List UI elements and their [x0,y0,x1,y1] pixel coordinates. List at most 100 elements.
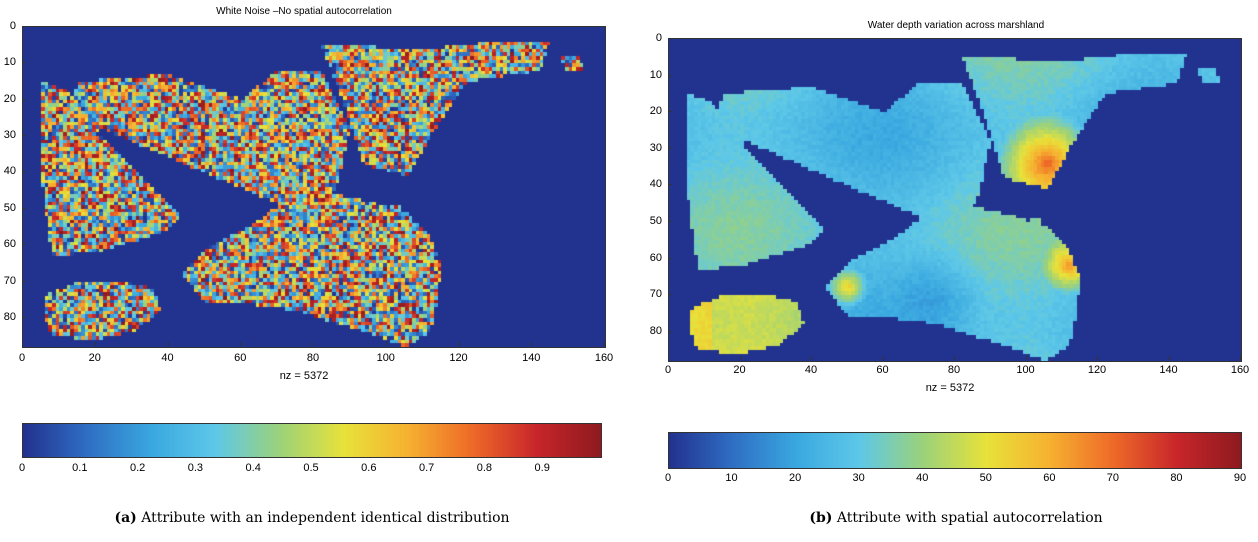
plot-title: White Noise –No spatial autocorrelation [216,6,392,17]
y-tick-mark [22,98,26,100]
caption-tag: (b) [809,510,833,526]
colorbar-tick-label: 0.2 [129,462,146,474]
y-tick-label: 30 [3,129,16,142]
x-axis-label: nz = 5372 [279,370,329,382]
x-tick-label: 60 [876,364,889,376]
x-tick-mark [22,342,23,346]
y-tick-label: 70 [649,288,662,301]
colorbar-tick-label: 0.8 [476,462,493,474]
colorbar-tick-label: 0.4 [245,462,261,474]
colorbar-tick-label: 70 [1106,472,1119,484]
colorbar-tick-label: 10 [725,472,738,484]
y-tick-label: 0 [9,20,16,32]
y-tick-mark [668,294,672,296]
x-tick-label: 60 [234,352,247,364]
x-tick-label: 0 [18,352,26,364]
colorbar-tick-label: 0.7 [418,462,435,474]
x-tick-mark [385,342,387,346]
y-tick-mark [668,184,672,186]
y-tick-label: 10 [3,56,16,69]
caption-text: Attribute with an independent identical … [141,510,510,526]
y-tick-mark [22,280,26,282]
colorbar-tick-label: 0.5 [303,462,319,474]
x-tick-mark [1240,356,1241,360]
heatmap-plot [22,26,606,348]
caption: (b) Attribute with spatial autocorrelati… [809,510,1102,526]
y-tick-mark [668,38,672,39]
y-tick-label: 80 [649,324,662,337]
y-tick-mark [22,26,26,27]
y-tick-mark [22,62,26,64]
y-tick-label: 70 [3,274,16,287]
x-tick-mark [811,356,812,360]
x-tick-label: 120 [449,352,468,364]
x-tick-mark [167,342,169,346]
y-tick-mark [22,244,26,246]
y-tick-mark [22,316,26,318]
panel-a: White Noise –No spatial autocorrelation … [0,0,620,542]
x-tick-label: 160 [1230,364,1250,376]
colorbar-tick-label: 30 [852,472,865,484]
x-tick-label: 80 [306,352,320,364]
x-tick-label: 100 [1016,364,1035,376]
colorbar-tick-label: 0.6 [361,462,377,474]
x-tick-label: 20 [733,364,746,376]
x-tick-mark [668,356,669,360]
x-tick-label: 100 [376,352,395,364]
y-tick-mark [668,220,672,222]
x-tick-label: 120 [1087,364,1107,376]
y-tick-mark [668,147,672,149]
colorbar-tick-label: 0 [18,462,26,474]
y-tick-label: 50 [3,201,16,214]
x-tick-label: 40 [161,352,174,364]
colorbar-tick-label: 0.3 [187,462,204,474]
x-tick-label: 140 [522,352,541,364]
y-tick-label: 40 [649,178,662,191]
x-tick-mark [1025,356,1027,360]
x-axis-label: nz = 5372 [925,382,975,394]
x-tick-mark [1168,356,1170,360]
x-tick-mark [882,356,884,360]
plot-title: Water depth variation across marshland [867,20,1045,31]
x-tick-label: 0 [664,364,672,376]
heatmap-canvas [23,27,605,347]
x-tick-label: 80 [947,364,961,376]
heatmap-canvas [669,39,1241,361]
x-tick-mark [954,356,955,360]
y-tick-label: 40 [3,165,16,178]
x-tick-mark [313,342,314,346]
x-tick-label: 40 [804,364,818,376]
x-tick-mark [94,342,96,346]
y-tick-label: 0 [655,32,662,44]
y-tick-mark [668,111,672,113]
x-tick-mark [531,342,533,346]
y-tick-mark [668,257,672,259]
y-tick-mark [22,171,26,173]
y-tick-label: 20 [3,92,16,105]
colorbar-gradient [669,433,1241,468]
y-tick-label: 60 [3,238,16,251]
y-tick-mark [668,330,672,332]
x-tick-label: 20 [88,352,101,364]
caption: (a) Attribute with an independent identi… [114,510,509,526]
x-tick-mark [604,342,605,346]
colorbar-tick-label: 40 [916,472,929,484]
colorbar-tick-label: 50 [979,472,992,484]
colorbar-gradient [23,424,601,457]
colorbar-tick-label: 60 [1043,472,1056,484]
x-tick-mark [1097,356,1098,360]
caption-tag: (a) [114,510,137,526]
y-tick-label: 20 [649,105,662,118]
heatmap-plot [668,38,1242,362]
colorbar-tick-label: 90 [1233,472,1247,484]
colorbar [668,432,1242,469]
colorbar-tick-label: 80 [1170,472,1183,484]
y-tick-label: 10 [649,68,662,81]
panel-b: Water depth variation across marshland 0… [630,0,1258,542]
colorbar-tick-label: 0 [664,472,672,484]
y-tick-label: 30 [649,141,662,154]
y-tick-label: 60 [649,251,662,264]
caption-text: Attribute with spatial autocorrelation [836,510,1103,526]
x-tick-mark [739,356,741,360]
x-tick-label: 160 [594,352,614,364]
